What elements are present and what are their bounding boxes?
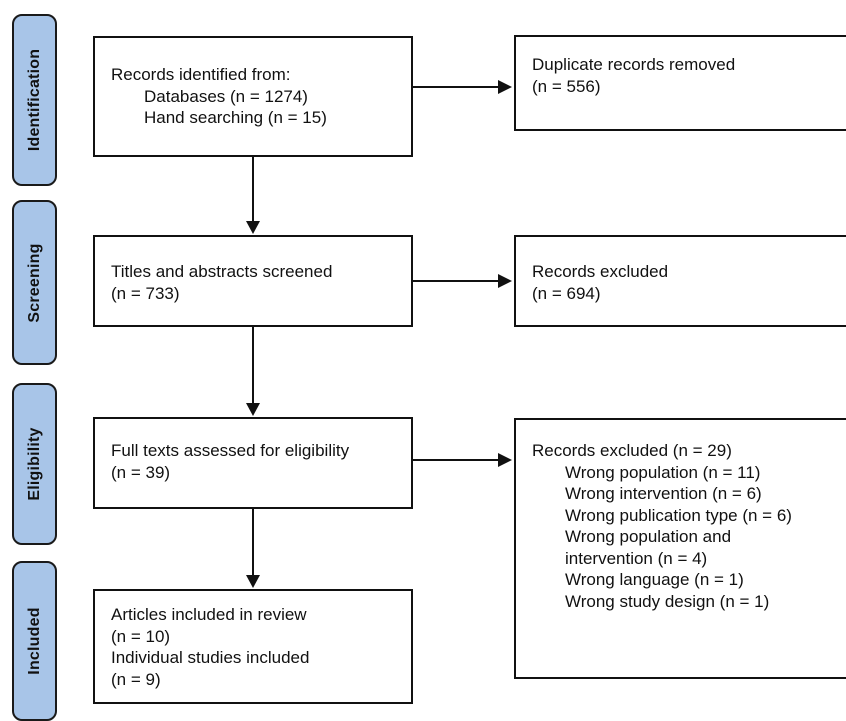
fulltext-assessed-count: (n = 39)	[111, 462, 171, 482]
fulltext-assessed-title: Full texts assessed for eligibility	[111, 441, 350, 460]
arrow-fulltext-to-included-head	[246, 575, 260, 588]
arrow-to-screening-excluded-head	[498, 274, 512, 288]
articles-included-count: (n = 10)	[111, 626, 171, 646]
duplicates-removed-box: Duplicate records removed (n = 556)	[514, 35, 846, 131]
stage-eligibility-label: Eligibility	[25, 427, 43, 501]
fulltext-assessed-box: Full texts assessed for eligibility (n =…	[93, 417, 413, 509]
records-identified-box: Records identified from: Databases (n = …	[93, 36, 413, 157]
screening-excluded-title: Records excluded	[532, 262, 669, 281]
records-identified-title: Records identified from:	[111, 65, 291, 84]
screening-excluded-count: (n = 694)	[532, 283, 601, 303]
stage-screening-label: Screening	[25, 242, 43, 323]
fulltext-excluded-box: Records excluded (n = 29) Wrong populati…	[514, 418, 846, 679]
arrow-screened-to-fulltext-line	[252, 327, 254, 403]
stage-screening: Screening	[12, 200, 57, 365]
duplicates-removed-count: (n = 556)	[532, 76, 601, 96]
stage-identification-label: Identification	[25, 48, 43, 152]
exclusion-reason: Wrong population (n = 11)	[565, 462, 761, 482]
stage-eligibility: Eligibility	[12, 383, 57, 545]
fulltext-excluded-title: Records excluded (n = 29)	[532, 441, 732, 460]
exclusion-reason: Wrong language (n = 1)	[565, 570, 744, 589]
hand-searching-count: Hand searching (n = 15)	[144, 108, 327, 127]
titles-screened-title: Titles and abstracts screened	[111, 262, 333, 281]
arrow-to-duplicates-head	[498, 80, 512, 94]
exclusion-reason: Wrong population and	[565, 527, 732, 546]
databases-count: Databases (n = 1274)	[144, 86, 308, 106]
arrow-to-fulltext-excluded-head	[498, 453, 512, 467]
exclusion-reason: Wrong study design (n = 1)	[565, 591, 770, 611]
studies-included-count: (n = 9)	[111, 669, 161, 689]
articles-included-title: Articles included in review	[111, 605, 307, 624]
studies-included-title: Individual studies included	[111, 648, 310, 667]
arrow-to-duplicates-line	[413, 86, 498, 88]
arrow-to-screening-excluded-line	[413, 280, 498, 282]
stage-identification: Identification	[12, 14, 57, 186]
titles-screened-box: Titles and abstracts screened (n = 733)	[93, 235, 413, 327]
arrow-fulltext-to-included-line	[252, 509, 254, 575]
duplicates-removed-title: Duplicate records removed	[532, 55, 736, 74]
exclusion-reason: intervention (n = 4)	[565, 548, 708, 568]
stage-included: Included	[12, 561, 57, 721]
screening-excluded-box: Records excluded (n = 694)	[514, 235, 846, 327]
included-box: Articles included in review (n = 10) Ind…	[93, 589, 413, 704]
arrow-identified-to-screened-line	[252, 157, 254, 221]
arrow-to-fulltext-excluded-line	[413, 459, 498, 461]
exclusion-reason: Wrong publication type (n = 6)	[565, 505, 792, 525]
arrow-identified-to-screened-head	[246, 221, 260, 234]
arrow-screened-to-fulltext-head	[246, 403, 260, 416]
exclusion-reason: Wrong intervention (n = 6)	[565, 484, 762, 503]
stage-included-label: Included	[25, 607, 43, 675]
titles-screened-count: (n = 733)	[111, 283, 180, 303]
